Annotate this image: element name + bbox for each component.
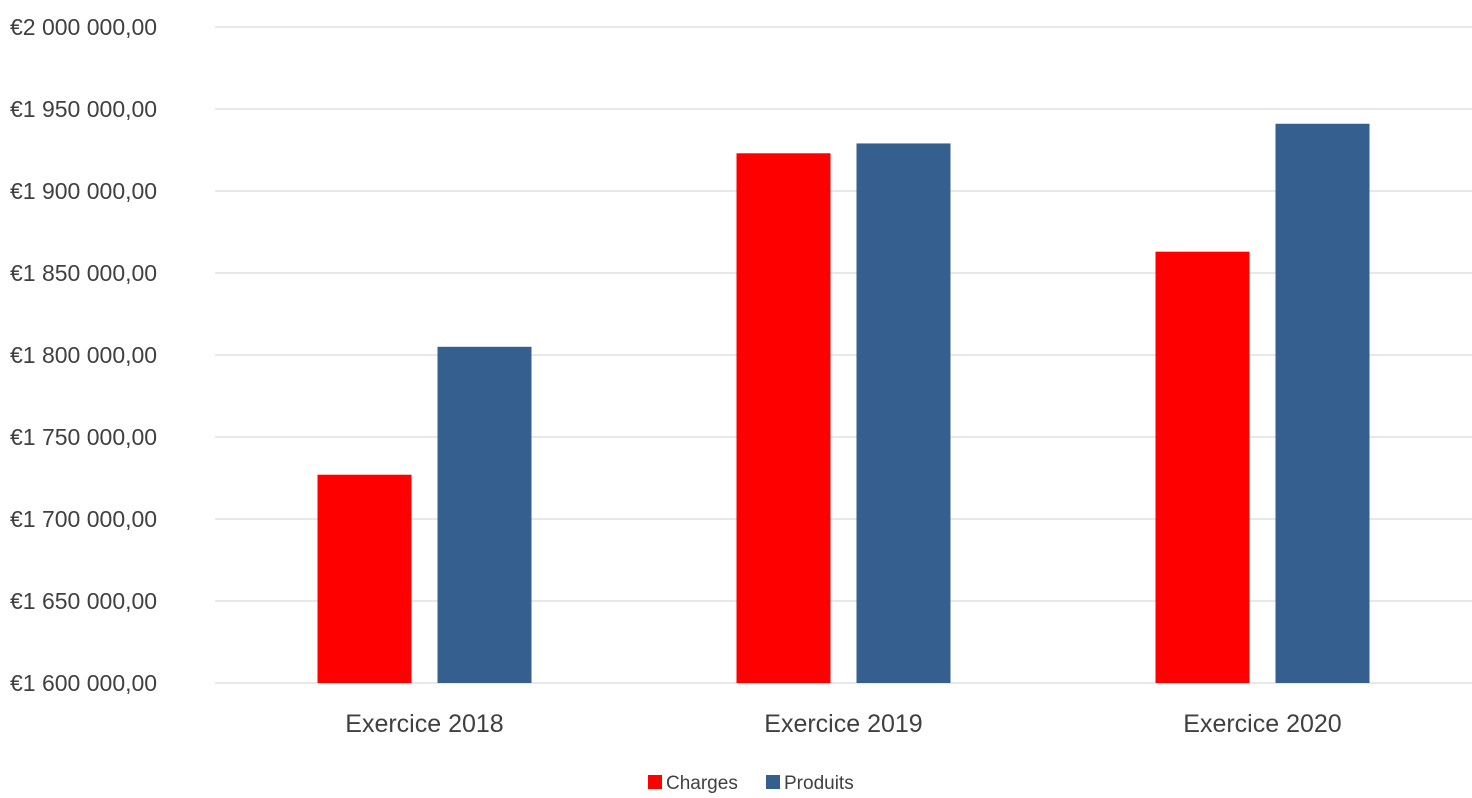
legend: Charges Produits bbox=[648, 773, 854, 794]
legend-label-produits: Produits bbox=[784, 773, 854, 793]
y-tick-label: €1 600 000,00 bbox=[10, 670, 157, 696]
y-axis-tick-labels: €2 000 000,00 €1 950 000,00 €1 900 000,00 €… bbox=[10, 14, 157, 696]
bar-charges-2 bbox=[736, 153, 831, 683]
y-tick-label: €1 950 000,00 bbox=[10, 96, 157, 122]
x-tick-label: Exercice 2019 bbox=[764, 710, 922, 738]
y-tick-label: €2 000 000,00 bbox=[10, 14, 157, 40]
y-tick-label: €1 800 000,00 bbox=[10, 342, 157, 368]
y-tick-label: €1 750 000,00 bbox=[10, 424, 157, 450]
bar-produits-2 bbox=[856, 143, 951, 683]
x-tick-label: Exercice 2018 bbox=[345, 710, 503, 738]
y-tick-label: €1 900 000,00 bbox=[10, 178, 157, 204]
bars bbox=[317, 123, 1370, 683]
y-tick-label: €1 700 000,00 bbox=[10, 506, 157, 532]
legend-swatch-produits bbox=[766, 775, 780, 789]
legend-swatch-charges bbox=[648, 775, 662, 789]
bar-produits-3 bbox=[1275, 123, 1370, 683]
bar-charges-1 bbox=[317, 474, 412, 683]
x-axis-tick-labels: Exercice 2018 Exercice 2019 Exercice 2020 bbox=[345, 710, 1341, 738]
legend-label-charges: Charges bbox=[666, 773, 738, 793]
y-tick-label: €1 850 000,00 bbox=[10, 260, 157, 286]
x-tick-label: Exercice 2020 bbox=[1183, 710, 1341, 738]
y-tick-label: €1 650 000,00 bbox=[10, 588, 157, 614]
bar-charges-3 bbox=[1155, 251, 1250, 683]
bar-produits-1 bbox=[437, 346, 532, 683]
gridlines bbox=[215, 26, 1472, 684]
